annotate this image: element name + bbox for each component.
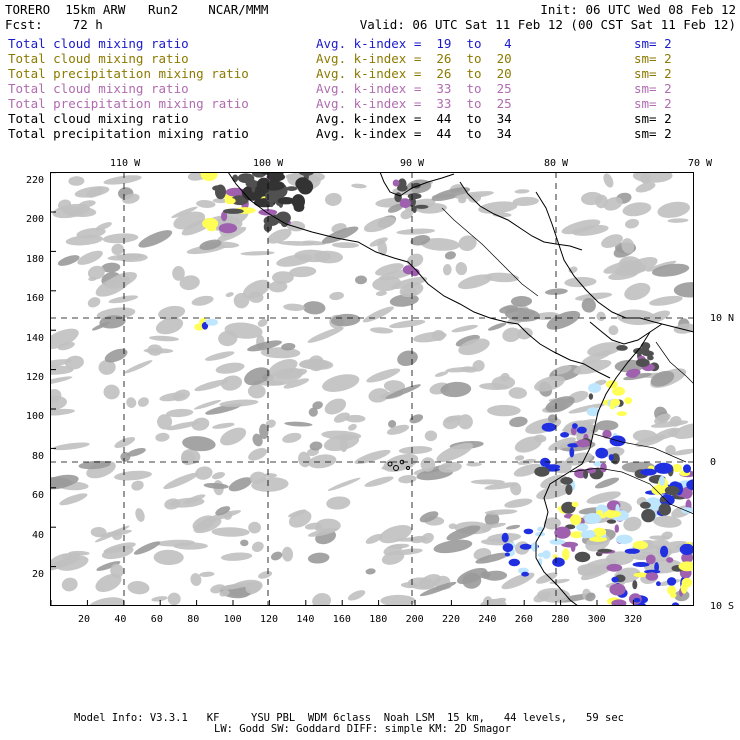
y-tick-label: 60: [32, 490, 45, 502]
y-tick-label: 40: [32, 529, 45, 541]
x-tick-label: 100: [223, 614, 242, 625]
legend-index: Avg. k-index = 33 to 25: [316, 81, 512, 96]
x-tick-label: 260: [514, 614, 533, 625]
legend-field: Total precipitation mixing ratio: [8, 96, 249, 111]
legend-index: Avg. k-index = 26 to 20: [316, 51, 512, 66]
lon-label: 70 W: [688, 158, 713, 169]
border-peru: [593, 433, 687, 463]
forecast-hour: Fcst: 72 h: [5, 17, 103, 32]
coastline-caribbean: [535, 191, 695, 333]
y-tick-label: 180: [26, 253, 45, 265]
legend-index: Avg. k-index = 44 to 34: [316, 126, 512, 141]
lat-label: 0: [710, 457, 717, 468]
legend-index: Avg. k-index = 26 to 20: [316, 66, 512, 81]
lon-label: 110 W: [110, 158, 141, 169]
x-tick-label: 200: [405, 614, 424, 625]
lon-label: 100 W: [253, 158, 284, 169]
x-tick-label: 20: [78, 614, 91, 625]
coastline-mexico: [227, 171, 611, 379]
galapagos-island: [387, 461, 393, 467]
x-tick-label: 220: [442, 614, 461, 625]
y-tick-label: 200: [26, 214, 45, 226]
x-tick-label: 40: [114, 614, 127, 625]
x-tick-label: 180: [369, 614, 388, 625]
y-tick-label: 140: [26, 332, 45, 344]
legend-sm: sm= 2: [634, 111, 672, 126]
x-tick-label: 300: [587, 614, 606, 625]
x-tick-label: 160: [332, 614, 351, 625]
legend-field: Total cloud mixing ratio: [8, 36, 189, 51]
galapagos-island: [406, 466, 410, 470]
y-tick-label: 80: [32, 450, 45, 462]
legend-field: Total precipitation mixing ratio: [8, 66, 249, 81]
legend-field: Total cloud mixing ratio: [8, 111, 189, 126]
x-tick-label: 120: [260, 614, 279, 625]
lat-label: 10 N: [710, 313, 735, 324]
y-tick-label: 160: [26, 293, 45, 305]
x-tick-label: 60: [150, 614, 163, 625]
x-tick-label: 240: [478, 614, 497, 625]
legend-sm: sm= 2: [634, 96, 672, 111]
legend-index: Avg. k-index = 44 to 34: [316, 111, 512, 126]
physics-info: LW: Godd SW: Goddard DIFF: simple KM: 2D…: [214, 723, 512, 735]
y-tick-label: 100: [26, 411, 45, 423]
border-ecuador: [569, 467, 695, 515]
map-panel: [33, 156, 708, 614]
coastline-south-america: [535, 331, 651, 607]
legend-sm: sm= 2: [634, 51, 672, 66]
legend-sm: sm= 2: [634, 126, 672, 141]
lat-label: 10 S: [710, 601, 735, 612]
valid-time: Valid: 06 UTC Sat 11 Feb 12 (00 CST Sat …: [359, 17, 736, 32]
border-colombia: [655, 341, 695, 385]
legend-field: Total cloud mixing ratio: [8, 81, 189, 96]
legend-sm: sm= 2: [634, 81, 672, 96]
lon-label: 80 W: [544, 158, 569, 169]
y-tick-label: 220: [26, 175, 45, 186]
coastline-yucatan: [459, 181, 583, 251]
x-tick-label: 320: [624, 614, 643, 625]
legend-field: Total precipitation mixing ratio: [8, 126, 249, 141]
y-tick-label: 120: [26, 372, 45, 383]
y-tick-label: 20: [32, 569, 45, 580]
lon-label: 90 W: [400, 158, 425, 169]
coastline-gulf: [379, 171, 455, 197]
legend-field: Total cloud mixing ratio: [8, 51, 189, 66]
x-tick-label: 80: [187, 614, 200, 625]
legend-index: Avg. k-index = 19 to 4: [316, 36, 512, 51]
legend-sm: sm= 2: [634, 36, 672, 51]
model-title: TORERO 15km ARW Run2 NCAR/MMM: [5, 2, 269, 17]
legend-sm: sm= 2: [634, 66, 672, 81]
border-central-america: [441, 207, 539, 297]
legend-index: Avg. k-index = 33 to 25: [316, 96, 512, 111]
x-tick-label: 140: [296, 614, 315, 625]
map-plot: [33, 156, 708, 614]
init-time: Init: 06 UTC Wed 08 Feb 12: [540, 2, 736, 17]
galapagos-island: [393, 465, 399, 471]
x-tick-label: 280: [551, 614, 570, 625]
model-info: Model Info: V3.3.1 KF YSU PBL WDM 6class…: [74, 712, 624, 724]
